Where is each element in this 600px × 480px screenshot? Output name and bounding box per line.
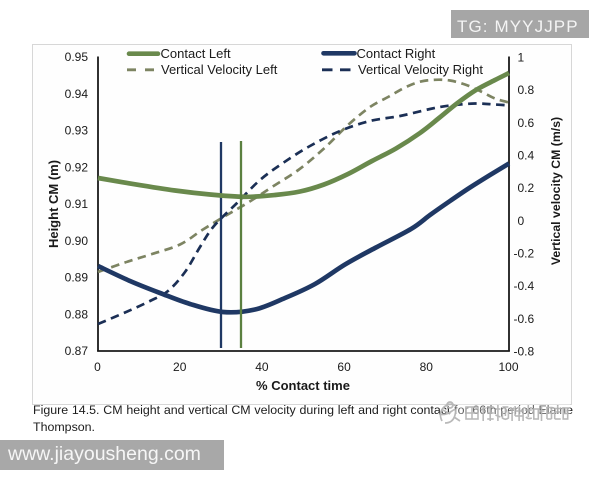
svg-text:-0.4: -0.4: [514, 279, 535, 293]
svg-text:80: 80: [420, 360, 434, 374]
svg-text:Vertical Velocity Right: Vertical Velocity Right: [358, 62, 483, 77]
svg-text:0.93: 0.93: [65, 124, 89, 138]
svg-text:0: 0: [518, 214, 525, 228]
svg-text:0.90: 0.90: [65, 234, 89, 248]
svg-text:1: 1: [518, 51, 525, 65]
svg-text:100: 100: [498, 360, 518, 374]
svg-text:0.88: 0.88: [65, 308, 89, 322]
svg-text:Contact Right: Contact Right: [357, 46, 436, 61]
svg-text:0.87: 0.87: [65, 344, 89, 358]
svg-text:0.94: 0.94: [65, 87, 89, 101]
svg-text:0.92: 0.92: [65, 161, 89, 175]
svg-text:0.95: 0.95: [65, 50, 89, 64]
svg-text:0: 0: [94, 360, 101, 374]
svg-text:0.91: 0.91: [65, 197, 89, 211]
svg-text:20: 20: [173, 360, 187, 374]
svg-text:-0.2: -0.2: [514, 247, 535, 261]
svg-text:Vertical velocity CM (m/s): Vertical velocity CM (m/s): [549, 117, 563, 265]
svg-text:Contact Left: Contact Left: [161, 46, 231, 61]
svg-text:60: 60: [337, 360, 351, 374]
svg-text:40: 40: [255, 360, 269, 374]
svg-text:Vertical Velocity Left: Vertical Velocity Left: [161, 62, 278, 77]
svg-text:0.4: 0.4: [518, 149, 535, 163]
svg-text:-0.6: -0.6: [514, 312, 535, 326]
svg-text:0.6: 0.6: [518, 116, 535, 130]
svg-text:-0.8: -0.8: [514, 345, 535, 359]
svg-text:% Contact time: % Contact time: [256, 378, 350, 393]
svg-text:Height CM (m): Height CM (m): [46, 160, 61, 248]
svg-text:0.2: 0.2: [518, 181, 535, 195]
svg-text:0.89: 0.89: [65, 271, 89, 285]
svg-text:0.8: 0.8: [518, 83, 535, 97]
